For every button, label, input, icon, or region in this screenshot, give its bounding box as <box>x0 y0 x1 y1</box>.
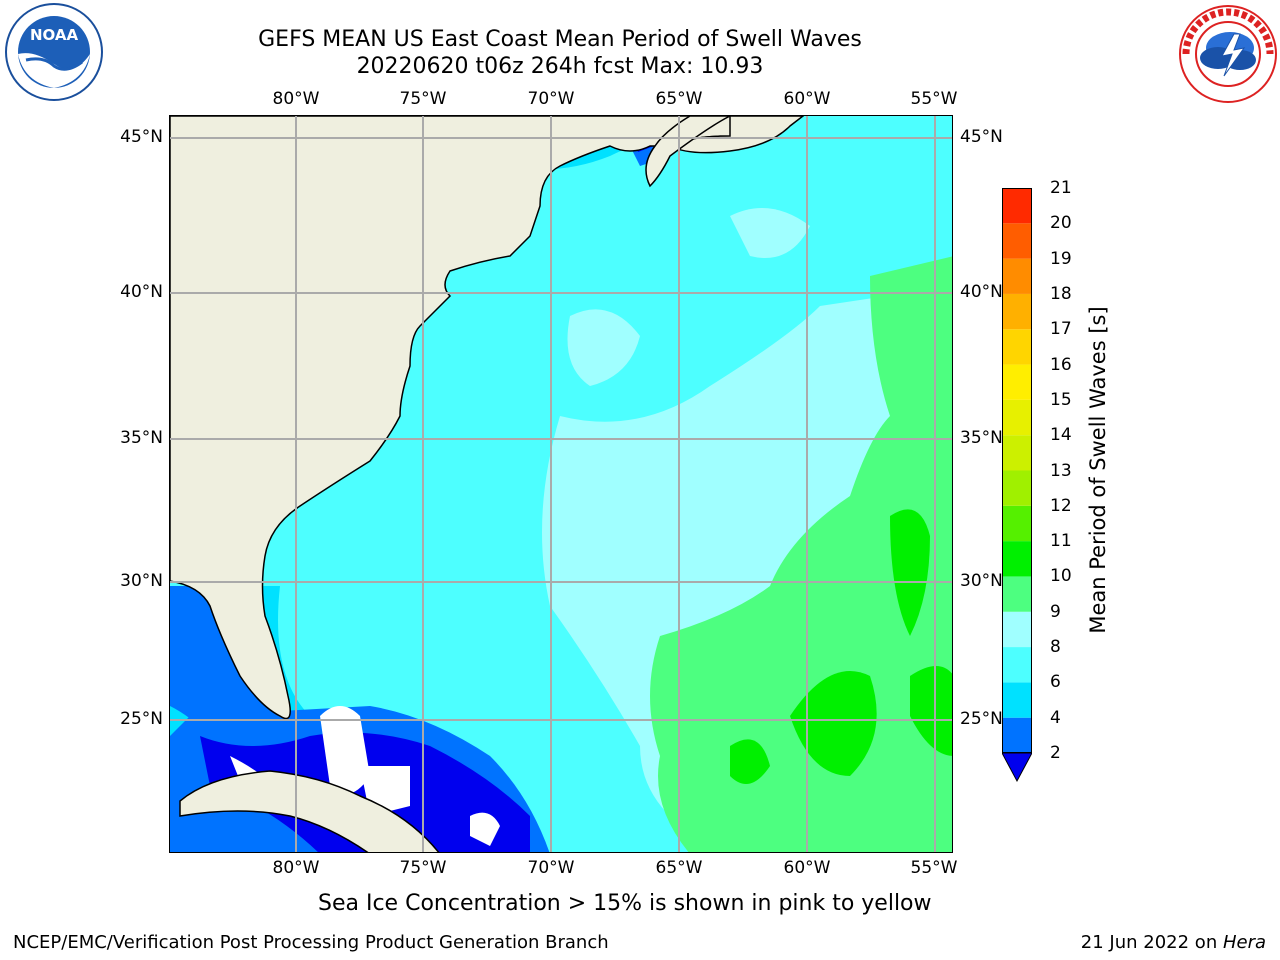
nws-logo <box>1179 5 1277 103</box>
lat-label-left: 25°N <box>120 709 163 729</box>
lon-label-top: 75°W <box>399 89 447 109</box>
sea-ice-note-text: Sea Ice Concentration > 15% is shown in … <box>318 891 932 916</box>
map-gridlines <box>170 116 952 852</box>
colorbar-band <box>1002 505 1032 542</box>
colorbar-title: Mean Period of Swell Waves [s] <box>1086 306 1110 634</box>
colorbar-tick-label: 20 <box>1050 213 1072 234</box>
noaa-logo: NOAA <box>5 3 103 101</box>
colorbar-band <box>1002 611 1032 648</box>
colorbar-tick-label: 10 <box>1050 566 1072 587</box>
colorbar-tick-label: 21 <box>1050 178 1072 198</box>
lon-label-bottom: 70°W <box>527 858 575 878</box>
colorbar-band <box>1002 470 1032 506</box>
us-east-coast-land <box>170 116 804 720</box>
colorbar-tick-label: 19 <box>1050 248 1072 269</box>
lat-label-right: 40°N <box>960 282 1003 302</box>
lon-label-top: 55°W <box>910 89 958 109</box>
colorbar-band <box>1002 576 1032 612</box>
colorbar-tick-label: 6 <box>1050 672 1061 693</box>
lat-label-left: 45°N <box>120 127 163 147</box>
colorbar-band <box>1002 647 1032 683</box>
colorbar-band <box>1002 188 1032 224</box>
colorbar-band <box>1002 717 1032 753</box>
lat-label-left: 35°N <box>120 428 163 448</box>
colorbar-tick-label: 17 <box>1050 319 1072 340</box>
colorbar <box>1002 188 1032 783</box>
lat-label-right: 25°N <box>960 709 1003 729</box>
lon-label-top: 65°W <box>655 89 703 109</box>
colorbar-tick-label: 9 <box>1050 601 1061 622</box>
footer-date: 21 Jun 2022 on Hera <box>1081 932 1266 953</box>
footer-date-text: 21 Jun 2022 on <box>1080 932 1223 953</box>
lat-label-left: 40°N <box>120 282 163 302</box>
colorbar-tick-label: 14 <box>1050 425 1072 446</box>
lon-label-top: 70°W <box>527 89 575 109</box>
lon-label-top: 60°W <box>783 89 831 109</box>
lon-label-bottom: 65°W <box>655 858 703 878</box>
swell-period-map <box>170 116 952 852</box>
colorbar-tick-label: 16 <box>1050 354 1072 375</box>
colorbar-band <box>1002 258 1032 294</box>
colorbar-tick-label: 2 <box>1050 743 1061 763</box>
period-below-2-region <box>200 732 530 852</box>
lat-label-right: 35°N <box>960 428 1003 448</box>
colorbar-tick-label: 15 <box>1050 389 1072 410</box>
colorbar-band <box>1002 435 1032 471</box>
map-title: GEFS MEAN US East Coast Mean Period of S… <box>258 27 862 52</box>
map-panel <box>169 115 953 853</box>
colorbar-band <box>1002 293 1032 330</box>
colorbar-band <box>1002 682 1032 718</box>
lat-label-left: 30°N <box>120 571 163 591</box>
svg-text:NOAA: NOAA <box>30 26 79 44</box>
lon-label-top: 80°W <box>272 89 320 109</box>
colorbar-band <box>1002 223 1032 259</box>
lat-label-right: 30°N <box>960 571 1003 591</box>
footer-machine: Hera <box>1222 932 1266 953</box>
period-2-4-region <box>170 586 274 746</box>
colorbar-band <box>1002 364 1032 400</box>
cuba-land <box>179 770 440 852</box>
map-subtitle: 20220620 t06z 264h fcst Max: 10.93 <box>356 54 764 79</box>
colorbar-band <box>1002 399 1032 436</box>
lon-label-bottom: 55°W <box>910 858 958 878</box>
colorbar-tick-label: 4 <box>1050 707 1061 728</box>
colorbar-extend-triangle <box>1002 752 1032 783</box>
colorbar-tick-label: 8 <box>1050 637 1061 658</box>
lon-label-bottom: 75°W <box>399 858 447 878</box>
footer-credit: NCEP/EMC/Verification Post Processing Pr… <box>13 932 609 953</box>
colorbar-band <box>1002 329 1032 365</box>
colorbar-tick-label: 18 <box>1050 283 1072 304</box>
colorbar-tick-label: 12 <box>1050 495 1072 516</box>
lon-label-bottom: 80°W <box>272 858 320 878</box>
colorbar-tick-label: 13 <box>1050 460 1072 481</box>
period-9-10-region <box>650 256 952 852</box>
lon-label-bottom: 60°W <box>783 858 831 878</box>
lat-label-right: 45°N <box>960 127 1003 147</box>
period-10-11-region <box>790 671 877 776</box>
colorbar-band <box>1002 541 1032 577</box>
colorbar-tick-label: 11 <box>1050 531 1072 552</box>
